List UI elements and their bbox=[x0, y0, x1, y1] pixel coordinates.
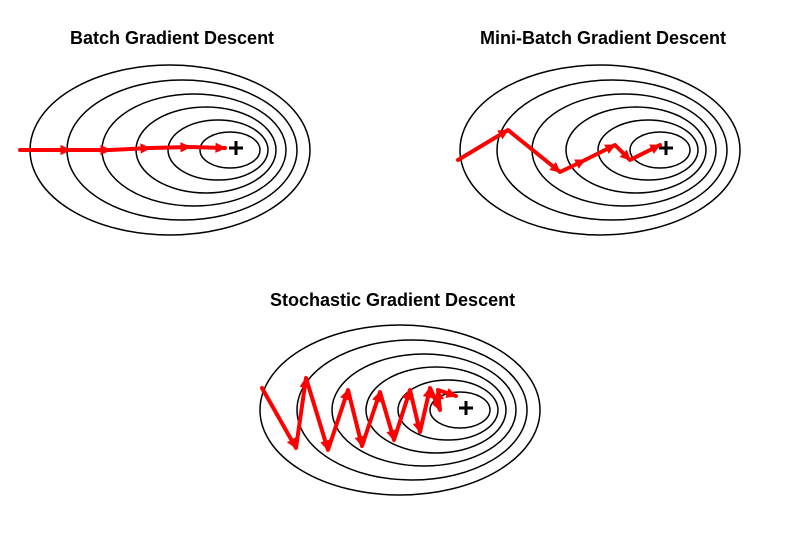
diagram-svg bbox=[0, 0, 800, 533]
